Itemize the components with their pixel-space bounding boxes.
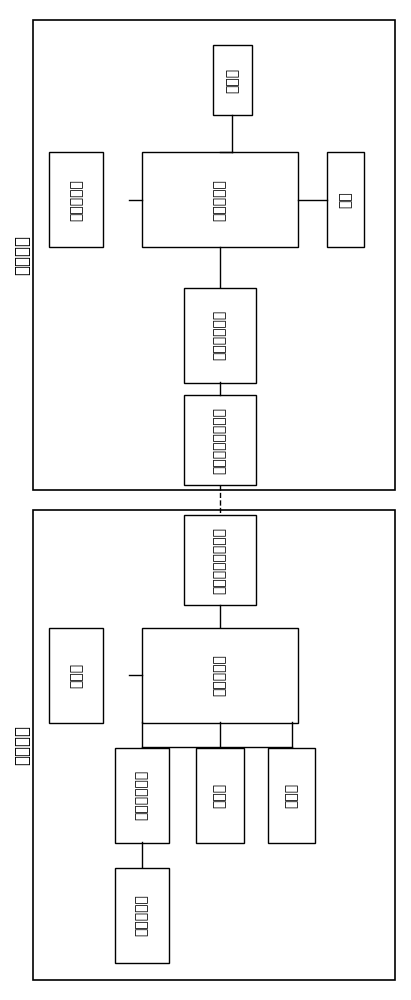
Bar bbox=[184, 395, 256, 485]
Bar bbox=[184, 515, 256, 605]
Bar bbox=[327, 152, 364, 247]
Text: 主站单片机: 主站单片机 bbox=[213, 179, 227, 221]
Bar bbox=[142, 152, 298, 247]
Text: 电暖器: 电暖器 bbox=[285, 782, 299, 808]
Text: 分站单片机: 分站单片机 bbox=[213, 654, 227, 696]
Text: 第二无线传输模块: 第二无线传输模块 bbox=[213, 406, 227, 474]
Bar bbox=[49, 628, 103, 722]
Text: 温度传感器: 温度传感器 bbox=[135, 894, 149, 936]
Text: 蜂鸣器: 蜂鸣器 bbox=[69, 662, 83, 688]
Bar bbox=[115, 867, 169, 962]
Bar bbox=[142, 628, 298, 722]
Bar bbox=[49, 152, 103, 247]
Bar bbox=[213, 45, 252, 115]
Text: 二阶滤波电路: 二阶滤波电路 bbox=[213, 310, 227, 360]
Bar bbox=[33, 20, 395, 490]
Bar bbox=[184, 288, 256, 382]
Text: 显示器: 显示器 bbox=[225, 67, 239, 93]
Text: 键盘: 键盘 bbox=[338, 192, 352, 208]
Bar bbox=[33, 510, 395, 980]
Text: 制冷机: 制冷机 bbox=[213, 782, 227, 808]
Bar bbox=[115, 748, 169, 842]
Text: 信号处理单元: 信号处理单元 bbox=[135, 770, 149, 820]
Text: 数据储存器: 数据储存器 bbox=[69, 179, 83, 221]
Text: 分站系统: 分站系统 bbox=[14, 725, 32, 765]
Text: 第一无线传输模块: 第一无线传输模块 bbox=[213, 526, 227, 593]
Bar bbox=[196, 748, 243, 842]
Bar bbox=[268, 748, 315, 842]
Text: 主站系统: 主站系统 bbox=[14, 235, 32, 275]
